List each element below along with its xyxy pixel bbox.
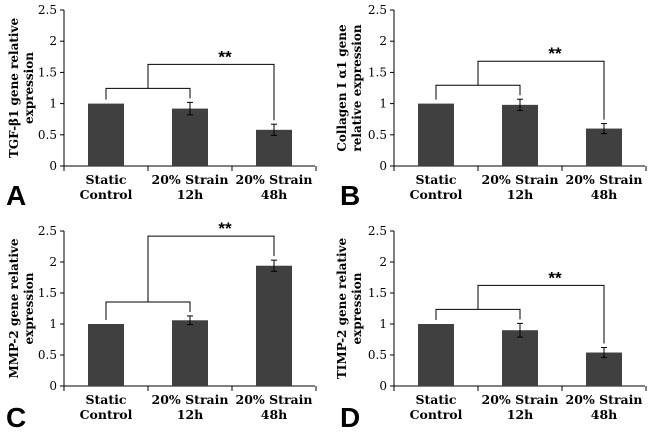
bar: [172, 320, 208, 386]
bar: [502, 330, 538, 386]
group-bracket: [435, 84, 521, 100]
y-tick-label: 0.5: [38, 348, 57, 362]
y-axis-label: TGF-β1 gene relativeexpression: [7, 18, 36, 159]
y-axis-label: Collagen I α1 generelative expression: [335, 24, 364, 152]
y-tick-label: 2: [49, 255, 57, 269]
y-tick-label: 0: [379, 379, 387, 393]
y-tick-label: 0.5: [38, 128, 57, 142]
category-label: 20% Strain 12h: [482, 392, 559, 422]
bar: [586, 352, 622, 386]
category-label: 20% Strain 12h: [152, 392, 229, 422]
category-label: Static Control: [410, 172, 463, 202]
y-tick-label: 2.5: [38, 3, 57, 17]
group-bracket: [105, 301, 191, 320]
category-label: 20% Strain 48h: [566, 392, 643, 422]
panel-a: 0 0.5 1 1.5 2 2.5 Static Control 20% Strain 12h20…: [6, 3, 317, 211]
y-tick-label: 0.5: [368, 128, 387, 142]
y-tick-label: 2.5: [368, 224, 387, 238]
significance-label: **: [548, 268, 562, 287]
bar: [88, 103, 124, 166]
panel-b: 0 0.5 1 1.5 2 2.5 Static Control 20% Strain 12h20…: [335, 3, 647, 211]
category-label: 20% Strain 12h: [152, 172, 229, 202]
y-tick-label: 2.5: [38, 224, 57, 238]
panel-d: 0 0.5 1 1.5 2 2.5 Static Control 20% Strain 12h20…: [335, 224, 647, 433]
panel-letter: C: [6, 402, 26, 433]
y-tick-label: 2: [49, 34, 57, 48]
panel-c: 0 0.5 1 1.5 2 2.5 Static Control 20% Strain 12h20…: [6, 219, 317, 433]
group-bracket: [105, 87, 191, 100]
category-label: 20% Strain 48h: [566, 172, 643, 202]
category-label: 20% Strain 48h: [236, 172, 313, 202]
bar: [256, 265, 292, 386]
category-label: 20% Strain 48h: [236, 392, 313, 422]
group-bracket: [435, 308, 521, 320]
category-label: Static Control: [410, 392, 463, 422]
y-tick-label: 1: [379, 317, 387, 331]
y-tick-label: 2.5: [368, 3, 387, 17]
significance-label: **: [218, 219, 232, 238]
significance-label: **: [218, 47, 232, 66]
bar: [88, 324, 124, 386]
significance-bracket: [147, 63, 275, 121]
category-label: Static Control: [80, 172, 133, 202]
category-label: 20% Strain 12h: [482, 172, 559, 202]
panel-letter: A: [6, 180, 26, 211]
bar: [418, 324, 454, 386]
y-axis-label: MMP-2 gene relativeexpression: [7, 238, 36, 378]
y-tick-label: 0: [49, 159, 57, 173]
y-tick-label: 1: [49, 317, 57, 331]
significance-label: **: [548, 44, 562, 63]
bar: [502, 104, 538, 166]
bar: [172, 108, 208, 166]
bar: [418, 103, 454, 166]
y-tick-label: 1.5: [38, 65, 57, 79]
category-label: Static Control: [80, 392, 133, 422]
y-tick-label: 1: [49, 97, 57, 111]
y-tick-label: 0: [379, 159, 387, 173]
y-tick-label: 1.5: [38, 286, 57, 300]
y-tick-label: 1.5: [368, 65, 387, 79]
y-axis-label: TIMP-2 gene relativeexpression: [335, 238, 364, 380]
y-tick-label: 2: [379, 255, 387, 269]
y-tick-label: 2: [379, 34, 387, 48]
y-tick-label: 0: [49, 379, 57, 393]
panel-letter: D: [340, 402, 360, 433]
bar: [586, 128, 622, 166]
y-tick-label: 1: [379, 97, 387, 111]
significance-bracket: [477, 60, 605, 120]
significance-bracket: [147, 235, 275, 302]
significance-bracket: [477, 284, 605, 344]
y-tick-label: 1.5: [368, 286, 387, 300]
y-tick-label: 0.5: [368, 348, 387, 362]
panel-letter: B: [340, 180, 360, 211]
